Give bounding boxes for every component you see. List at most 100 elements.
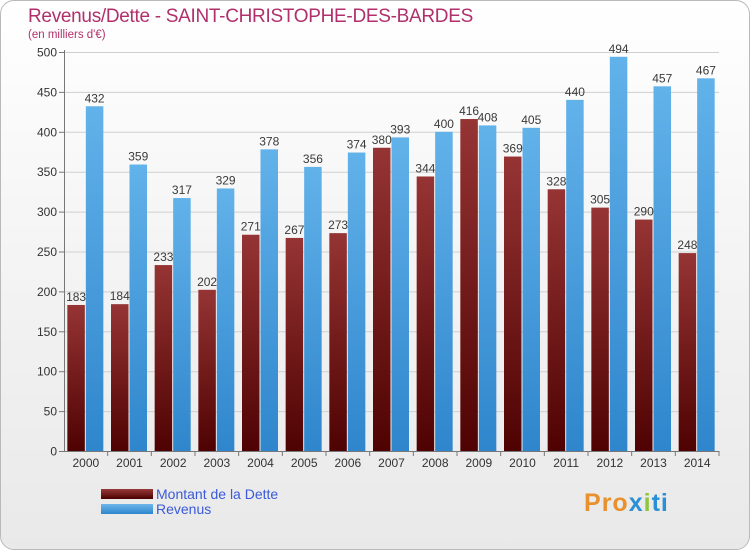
bar-revenue-2004 bbox=[260, 149, 278, 451]
y-tick-label: 150 bbox=[37, 325, 57, 339]
bar-revenue-2006 bbox=[347, 152, 366, 451]
legend-label-revenue: Revenus bbox=[156, 501, 212, 517]
data-label-revenue-2009: 408 bbox=[478, 110, 498, 124]
x-tick-label-2000: 2000 bbox=[72, 456, 99, 470]
bar-debt-2004 bbox=[242, 234, 260, 451]
x-tick-label-2010: 2010 bbox=[509, 456, 536, 470]
y-tick-label: 200 bbox=[37, 285, 57, 299]
bar-revenue-2001 bbox=[129, 164, 147, 451]
bar-debt-2002 bbox=[154, 265, 173, 451]
bar-debt-2010 bbox=[504, 156, 522, 451]
data-label-revenue-2005: 356 bbox=[303, 152, 323, 166]
data-label-debt-2014: 248 bbox=[677, 238, 697, 252]
data-label-debt-2002: 233 bbox=[153, 250, 173, 264]
bar-debt-2009 bbox=[460, 119, 478, 452]
data-label-revenue-2013: 457 bbox=[652, 71, 672, 85]
bar-revenue-2008 bbox=[435, 131, 453, 452]
bar-revenue-2007 bbox=[391, 137, 409, 452]
x-tick-label-2012: 2012 bbox=[596, 456, 623, 470]
logo-letter: x bbox=[628, 489, 644, 517]
data-label-debt-2000: 183 bbox=[66, 290, 86, 304]
data-label-revenue-2007: 393 bbox=[390, 122, 410, 136]
data-label-revenue-2011: 440 bbox=[565, 85, 585, 99]
data-label-debt-2006: 273 bbox=[328, 218, 348, 232]
logo-letter: P bbox=[584, 489, 602, 517]
data-label-revenue-2002: 317 bbox=[172, 183, 192, 197]
logo-letter: r bbox=[601, 489, 613, 517]
x-tick-label-2006: 2006 bbox=[334, 456, 361, 470]
data-label-revenue-2003: 329 bbox=[216, 173, 236, 187]
x-tick-label-2004: 2004 bbox=[247, 456, 274, 470]
logo-letter: i bbox=[643, 489, 652, 517]
logo-letter: o bbox=[612, 489, 629, 517]
data-label-debt-2009: 416 bbox=[459, 104, 479, 118]
data-label-debt-2011: 328 bbox=[546, 174, 566, 188]
bar-revenue-2011 bbox=[566, 99, 584, 451]
bar-debt-2005 bbox=[285, 237, 304, 451]
bar-debt-2007 bbox=[373, 147, 391, 451]
bar-debt-2000 bbox=[67, 304, 85, 451]
bar-debt-2011 bbox=[547, 189, 566, 452]
data-label-debt-2005: 267 bbox=[284, 223, 304, 237]
bar-revenue-2014 bbox=[697, 78, 715, 452]
x-tick-label-2011: 2011 bbox=[553, 456, 579, 470]
bar-revenue-2003 bbox=[216, 188, 235, 451]
bar-debt-2014 bbox=[678, 253, 697, 451]
y-tick-label: 300 bbox=[37, 205, 57, 219]
data-label-debt-2013: 290 bbox=[634, 205, 654, 219]
legend-swatch-debt bbox=[101, 489, 153, 499]
x-tick-label-2007: 2007 bbox=[378, 456, 405, 470]
data-label-revenue-2004: 378 bbox=[259, 134, 279, 148]
x-tick-label-2005: 2005 bbox=[291, 456, 318, 470]
y-tick-label: 400 bbox=[37, 125, 57, 139]
bar-revenue-2013 bbox=[653, 86, 671, 452]
data-label-debt-2007: 380 bbox=[372, 133, 392, 147]
x-tick-label-2003: 2003 bbox=[203, 456, 230, 470]
legend-swatch-revenue bbox=[101, 504, 153, 514]
bar-revenue-2012 bbox=[609, 56, 628, 452]
bar-debt-2013 bbox=[635, 219, 653, 451]
data-label-revenue-2006: 374 bbox=[347, 138, 367, 152]
x-tick-label-2002: 2002 bbox=[160, 456, 187, 470]
data-label-debt-2010: 369 bbox=[503, 142, 523, 156]
data-label-debt-2008: 344 bbox=[415, 161, 435, 175]
data-label-debt-2001: 184 bbox=[110, 289, 130, 303]
bar-revenue-2005 bbox=[304, 166, 322, 452]
data-label-revenue-2012: 494 bbox=[609, 42, 629, 56]
data-label-revenue-2001: 359 bbox=[128, 150, 148, 164]
x-tick-label-2009: 2009 bbox=[465, 456, 492, 470]
y-tick-label: 350 bbox=[37, 165, 57, 179]
data-label-debt-2004: 271 bbox=[241, 220, 261, 234]
y-tick-label: 100 bbox=[37, 365, 57, 379]
chart-title: Revenus/Dette - SAINT-CHRISTOPHE-DES-BAR… bbox=[28, 6, 473, 27]
bar-debt-2012 bbox=[591, 207, 609, 451]
y-tick-label: 0 bbox=[50, 445, 57, 459]
bar-debt-2001 bbox=[111, 304, 129, 451]
bar-revenue-2002 bbox=[173, 198, 191, 451]
data-label-revenue-2008: 400 bbox=[434, 117, 454, 131]
legend-label-debt: Montant de la Dette bbox=[156, 486, 279, 502]
x-tick-label-2008: 2008 bbox=[422, 456, 449, 470]
x-tick-label-2013: 2013 bbox=[640, 456, 667, 470]
bar-debt-2006 bbox=[329, 233, 347, 451]
chart-subtitle: (en milliers d'€) bbox=[28, 29, 106, 41]
bar-revenue-2000 bbox=[85, 106, 104, 451]
proxiti-logo[interactable]: Proxiti bbox=[584, 489, 669, 518]
y-tick-label: 250 bbox=[37, 245, 57, 259]
y-tick-label: 500 bbox=[37, 46, 57, 60]
x-tick-label-2014: 2014 bbox=[684, 456, 711, 470]
logo-letter: i bbox=[660, 489, 669, 517]
data-label-debt-2012: 305 bbox=[590, 193, 610, 207]
data-label-debt-2003: 202 bbox=[197, 275, 217, 289]
y-tick-label: 50 bbox=[44, 405, 58, 419]
bar-debt-2003 bbox=[198, 289, 216, 451]
data-label-revenue-2010: 405 bbox=[521, 113, 541, 127]
y-tick-label: 450 bbox=[37, 85, 57, 99]
data-label-revenue-2014: 467 bbox=[696, 63, 716, 77]
bar-revenue-2010 bbox=[522, 127, 540, 451]
logo-letter: t bbox=[651, 489, 661, 517]
data-label-revenue-2000: 432 bbox=[85, 91, 105, 105]
bar-debt-2008 bbox=[416, 176, 435, 451]
